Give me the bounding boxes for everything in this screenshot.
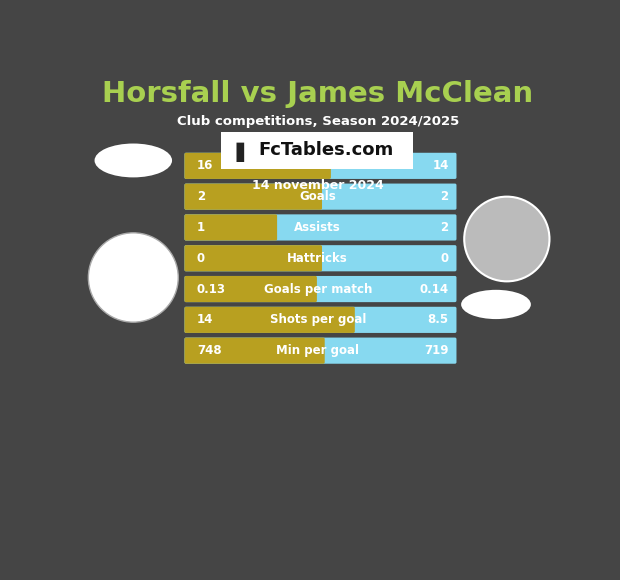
FancyBboxPatch shape (185, 153, 331, 179)
FancyBboxPatch shape (185, 183, 322, 210)
FancyBboxPatch shape (185, 153, 456, 179)
Text: Goals per match: Goals per match (264, 282, 372, 296)
Circle shape (464, 197, 549, 281)
Text: Club competitions, Season 2024/2025: Club competitions, Season 2024/2025 (177, 115, 459, 128)
FancyBboxPatch shape (185, 338, 456, 364)
Text: 14 november 2024: 14 november 2024 (252, 179, 384, 191)
Text: 0.14: 0.14 (420, 282, 449, 296)
FancyBboxPatch shape (185, 245, 456, 271)
Text: Shots per goal: Shots per goal (270, 313, 366, 327)
FancyBboxPatch shape (185, 276, 456, 302)
Text: 2: 2 (441, 221, 449, 234)
Text: 0: 0 (197, 252, 205, 264)
Ellipse shape (95, 143, 172, 177)
Text: 14: 14 (197, 313, 213, 327)
Text: 1: 1 (197, 221, 205, 234)
FancyBboxPatch shape (185, 215, 456, 241)
Text: 2: 2 (197, 190, 205, 203)
FancyBboxPatch shape (185, 183, 456, 210)
Text: Goals: Goals (299, 190, 336, 203)
FancyBboxPatch shape (221, 132, 413, 169)
Text: ▐: ▐ (229, 142, 244, 162)
FancyBboxPatch shape (185, 245, 322, 271)
FancyBboxPatch shape (185, 276, 317, 302)
FancyBboxPatch shape (185, 215, 277, 241)
Text: 0: 0 (441, 252, 449, 264)
Text: Horsfall vs James McClean: Horsfall vs James McClean (102, 80, 533, 108)
Text: Assists: Assists (294, 221, 341, 234)
Text: Matches: Matches (290, 160, 345, 172)
FancyBboxPatch shape (185, 307, 355, 333)
Text: 0.13: 0.13 (197, 282, 226, 296)
Text: 14: 14 (432, 160, 449, 172)
Text: FcTables.com: FcTables.com (259, 142, 394, 160)
Text: 719: 719 (424, 344, 449, 357)
Text: 2: 2 (441, 190, 449, 203)
Text: Min per goal: Min per goal (277, 344, 359, 357)
Text: 748: 748 (197, 344, 221, 357)
FancyBboxPatch shape (185, 338, 325, 364)
FancyBboxPatch shape (185, 307, 456, 333)
Text: 8.5: 8.5 (428, 313, 449, 327)
Ellipse shape (461, 290, 531, 319)
Text: 16: 16 (197, 160, 213, 172)
Text: Hattricks: Hattricks (288, 252, 348, 264)
Circle shape (89, 233, 179, 322)
